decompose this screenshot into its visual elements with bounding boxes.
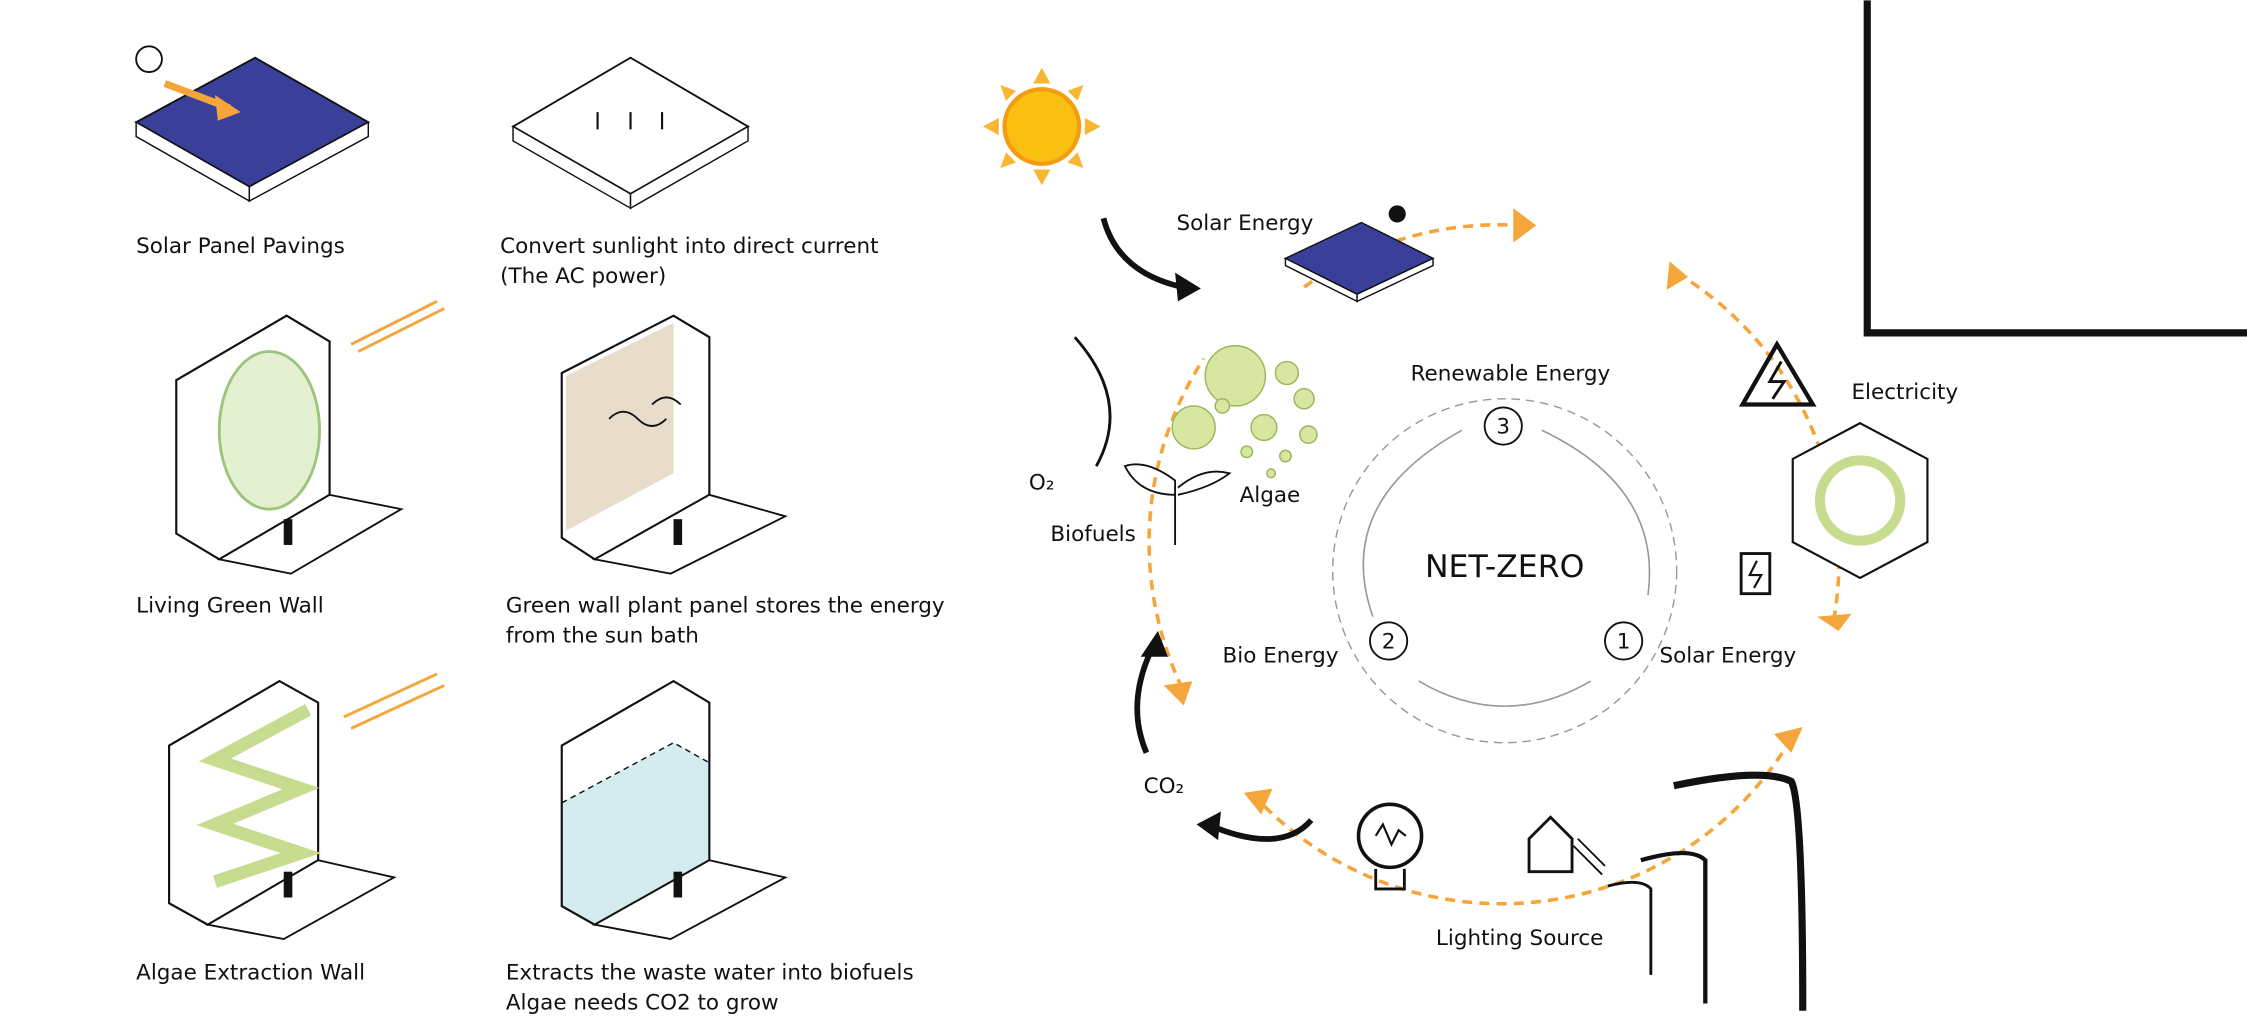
cycle-center: NET-ZERO [1425,549,1584,585]
panel-description: from the sun bath [506,624,699,649]
panel-description: Extracts the waste water into biofuels [506,960,914,985]
panel-description: Algae needs CO2 to grow [506,991,779,1016]
street-lamps [1608,775,1803,1011]
panel-label: Solar Panel Pavings [136,234,345,259]
panel-label: Living Green Wall [136,594,324,619]
page: Solar Panel Pavings Convert sunlight int… [0,0,2247,1024]
outer-label: Lighting Source [1436,926,1603,951]
stage-label: Renewable Energy [1411,361,1611,386]
stage-number: 2 [1382,629,1396,654]
lighting-icon [1359,804,1605,889]
outer-label: Solar Energy [1177,211,1314,236]
conversion-illustration [513,58,748,208]
stage-number: 1 [1617,629,1631,654]
panel-label: Algae Extraction Wall [136,960,365,985]
panel-description: (The AC power) [500,264,666,289]
outer-label: O₂ [1029,470,1055,495]
sun-icon [983,68,1101,186]
diagram: Solar Panel Pavings Convert sunlight int… [0,0,2247,1024]
panel-description: Green wall plant panel stores the energy [506,594,945,619]
outer-label: Algae [1240,483,1301,508]
panel-description: Convert sunlight into direct current [500,234,878,259]
plant-panel-illustration [562,316,786,574]
stage-number: 3 [1496,414,1510,439]
solar-panel-illustration [136,46,368,201]
outer-label: Biofuels [1050,522,1135,547]
algae-wall-illustration [169,674,444,939]
green-wall-illustration [176,301,444,573]
algae-icon [1172,346,1317,478]
plant-icon [1125,464,1230,545]
outer-label: CO₂ [1144,774,1185,799]
arrow-heads [1141,273,1221,840]
stage-label: Solar Energy [1659,644,1796,669]
outer-label: Electricity [1851,380,1958,405]
frame [1867,0,2247,332]
stage-label: Bio Energy [1223,644,1339,669]
waste-water-illustration [562,681,786,939]
